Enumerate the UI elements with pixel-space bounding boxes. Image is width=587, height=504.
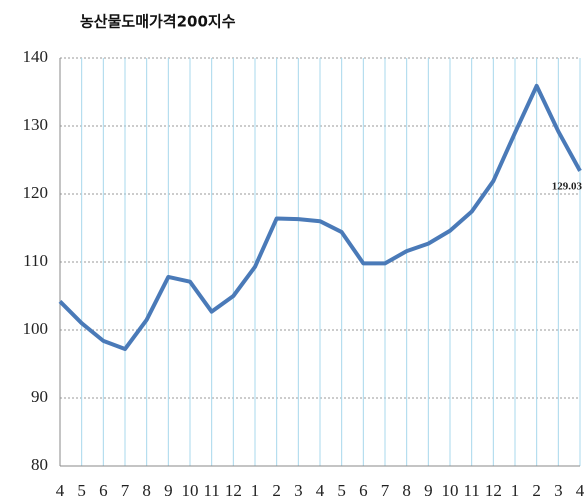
- x-tick-label: 5: [337, 481, 346, 500]
- x-tick-label: 12: [485, 481, 502, 500]
- x-tick-label: 9: [164, 481, 173, 500]
- x-tick-label: 8: [142, 481, 151, 500]
- x-tick-label: 2: [532, 481, 541, 500]
- x-tick-label: 11: [463, 481, 479, 500]
- x-tick-label: 4: [316, 481, 325, 500]
- y-tick-label: 130: [23, 115, 49, 134]
- x-tick-label: 10: [182, 481, 199, 500]
- x-tick-label: 9: [424, 481, 433, 500]
- x-tick-label: 7: [381, 481, 390, 500]
- x-tick-label: 3: [554, 481, 563, 500]
- chart-title: 농산물도매가격200지수: [80, 13, 236, 31]
- y-tick-label: 140: [23, 47, 49, 66]
- x-tick-label: 6: [99, 481, 108, 500]
- x-tick-label: 3: [294, 481, 303, 500]
- y-tick-label: 80: [31, 455, 48, 474]
- x-tick-label: 5: [77, 481, 86, 500]
- y-tick-label: 110: [23, 251, 48, 270]
- x-tick-label: 7: [121, 481, 130, 500]
- y-tick-label: 120: [23, 183, 49, 202]
- x-tick-label: 4: [576, 481, 585, 500]
- x-tick-label: 6: [359, 481, 368, 500]
- x-tick-label: 1: [251, 481, 260, 500]
- x-tick-label: 1: [511, 481, 520, 500]
- x-tick-label: 2: [272, 481, 281, 500]
- series-line: [58, 83, 582, 352]
- y-tick-label: 100: [23, 319, 49, 338]
- y-tick-label: 90: [31, 387, 48, 406]
- x-tick-label: 4: [56, 481, 65, 500]
- x-tick-label: 8: [402, 481, 411, 500]
- annotation: 129.03: [552, 180, 583, 192]
- x-tick-label: 12: [225, 481, 242, 500]
- x-tick-label: 11: [203, 481, 219, 500]
- x-tick-label: 10: [442, 481, 459, 500]
